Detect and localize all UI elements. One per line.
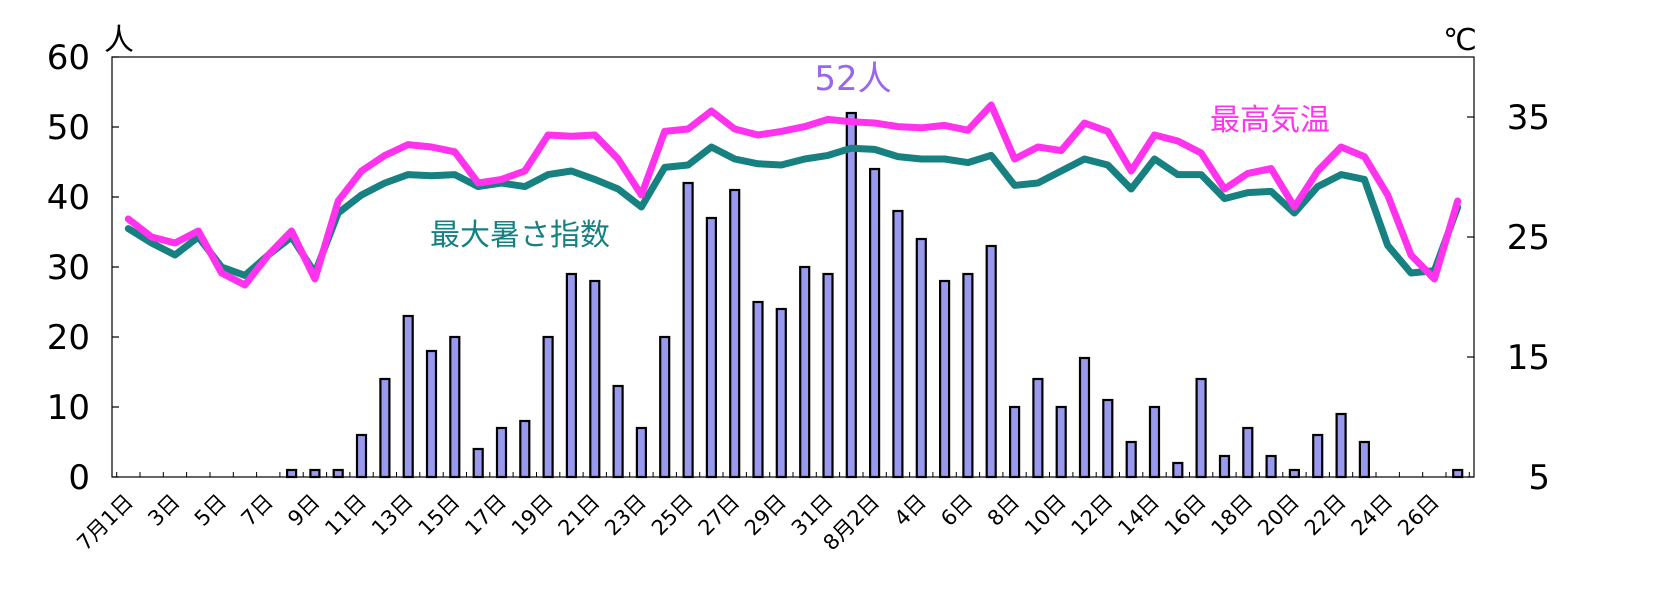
x-tick-label: 7月1日: [72, 490, 138, 556]
x-tick-label: 29日: [740, 490, 791, 541]
bar: [1055, 405, 1067, 479]
left-axis: 0 10 20 30 40 50 60: [47, 38, 119, 498]
bar: [659, 335, 671, 479]
left-tick-label: 50: [47, 108, 90, 148]
bar: [402, 314, 414, 479]
bar: [752, 300, 764, 479]
bar: [985, 244, 997, 479]
right-tick-label: 25: [1507, 218, 1550, 258]
bar: [845, 111, 857, 479]
bar: [612, 384, 624, 479]
bar: [682, 181, 694, 479]
x-tick-label: 14日: [1113, 490, 1164, 541]
x-tick-label: 6日: [936, 490, 977, 531]
bar-group: [286, 111, 1464, 479]
bar: [1125, 440, 1137, 479]
right-axis-unit: ℃: [1443, 23, 1477, 58]
left-tick-label: 0: [68, 458, 90, 498]
bar: [1218, 454, 1231, 479]
bar: [1102, 398, 1114, 479]
x-tick-label: 4日: [890, 490, 931, 531]
bar: [892, 209, 904, 479]
x-tick-label: 16日: [1160, 490, 1211, 541]
bar: [379, 377, 391, 479]
bar: [962, 272, 974, 479]
x-tick-label: 15日: [414, 490, 465, 541]
bar: [1265, 454, 1277, 479]
x-tick-label: 10日: [1020, 490, 1071, 541]
bar: [1312, 433, 1324, 479]
bar: [472, 447, 484, 479]
bar: [1172, 461, 1184, 479]
x-tick-label: 23日: [600, 490, 651, 541]
x-tick-label: 22日: [1300, 490, 1351, 541]
bar: [589, 279, 601, 479]
peak-annotation: 52人: [814, 59, 891, 99]
bar: [1032, 377, 1044, 479]
bar: [1335, 412, 1347, 479]
bar: [868, 167, 881, 479]
x-tick-label: 25日: [647, 490, 698, 541]
bar: [822, 272, 834, 479]
x-tick-label: 18日: [1207, 490, 1258, 541]
bar: [1008, 405, 1021, 479]
max-temp-line: [124, 101, 1462, 289]
right-tick-label: 5: [1528, 458, 1550, 498]
x-tick-label: 17日: [460, 490, 511, 541]
bar: [635, 426, 648, 479]
x-tick-label: 26日: [1393, 490, 1444, 541]
bar: [729, 188, 741, 479]
x-tick-label: 20日: [1253, 490, 1304, 541]
bar: [938, 279, 951, 479]
right-axis: 5 15 25 35: [1467, 98, 1550, 498]
bar: [495, 426, 508, 479]
left-tick-label: 60: [47, 38, 90, 78]
left-tick-label: 40: [47, 178, 90, 218]
x-tick-label: 24日: [1347, 490, 1398, 541]
x-tick-label: 12日: [1067, 490, 1118, 541]
left-axis-unit: 人: [104, 23, 134, 58]
bar: [1148, 405, 1161, 479]
bar: [449, 335, 461, 479]
wbgt-annotation: 最大暑さ指数: [430, 218, 610, 253]
bar: [1242, 426, 1254, 479]
left-tick-label: 20: [47, 318, 90, 358]
bar: [286, 468, 298, 479]
bar: [519, 419, 531, 479]
x-tick-label: 19日: [507, 490, 558, 541]
bar: [355, 433, 368, 479]
bar: [705, 216, 718, 479]
x-tick-label: 9日: [283, 490, 324, 531]
x-tick-label: 13日: [367, 490, 418, 541]
bar: [542, 335, 554, 479]
bar: [425, 349, 438, 479]
x-axis: 7月1日 3日 5日 7日 9日11日13日15日17日19日21日23日25日27日2…: [72, 472, 1470, 556]
right-tick-label: 15: [1507, 338, 1550, 378]
bar: [565, 272, 578, 479]
bar: [915, 237, 927, 479]
right-tick-label: 35: [1507, 98, 1550, 138]
x-tick-label: 3日: [143, 490, 184, 531]
x-tick-label: 5日: [190, 490, 231, 531]
x-tick-label: 27日: [694, 490, 745, 541]
left-tick-label: 10: [47, 388, 90, 428]
x-tick-label: 8日: [983, 490, 1024, 531]
max-temp-annotation: 最高気温: [1210, 103, 1330, 138]
bar: [1288, 468, 1301, 479]
bar: [309, 468, 321, 479]
bar: [1358, 440, 1371, 479]
bar: [775, 307, 787, 479]
left-tick-label: 30: [47, 248, 90, 288]
wbgt-line: [124, 143, 1462, 279]
x-tick-label: 21日: [554, 490, 605, 541]
bar: [1078, 356, 1091, 479]
x-tick-label: 11日: [320, 490, 371, 541]
bar: [1452, 468, 1464, 479]
bar: [799, 265, 811, 479]
bar: [332, 468, 344, 479]
bar: [1195, 377, 1207, 479]
x-tick-label: 7日: [237, 490, 278, 531]
line-group: [124, 101, 1462, 289]
